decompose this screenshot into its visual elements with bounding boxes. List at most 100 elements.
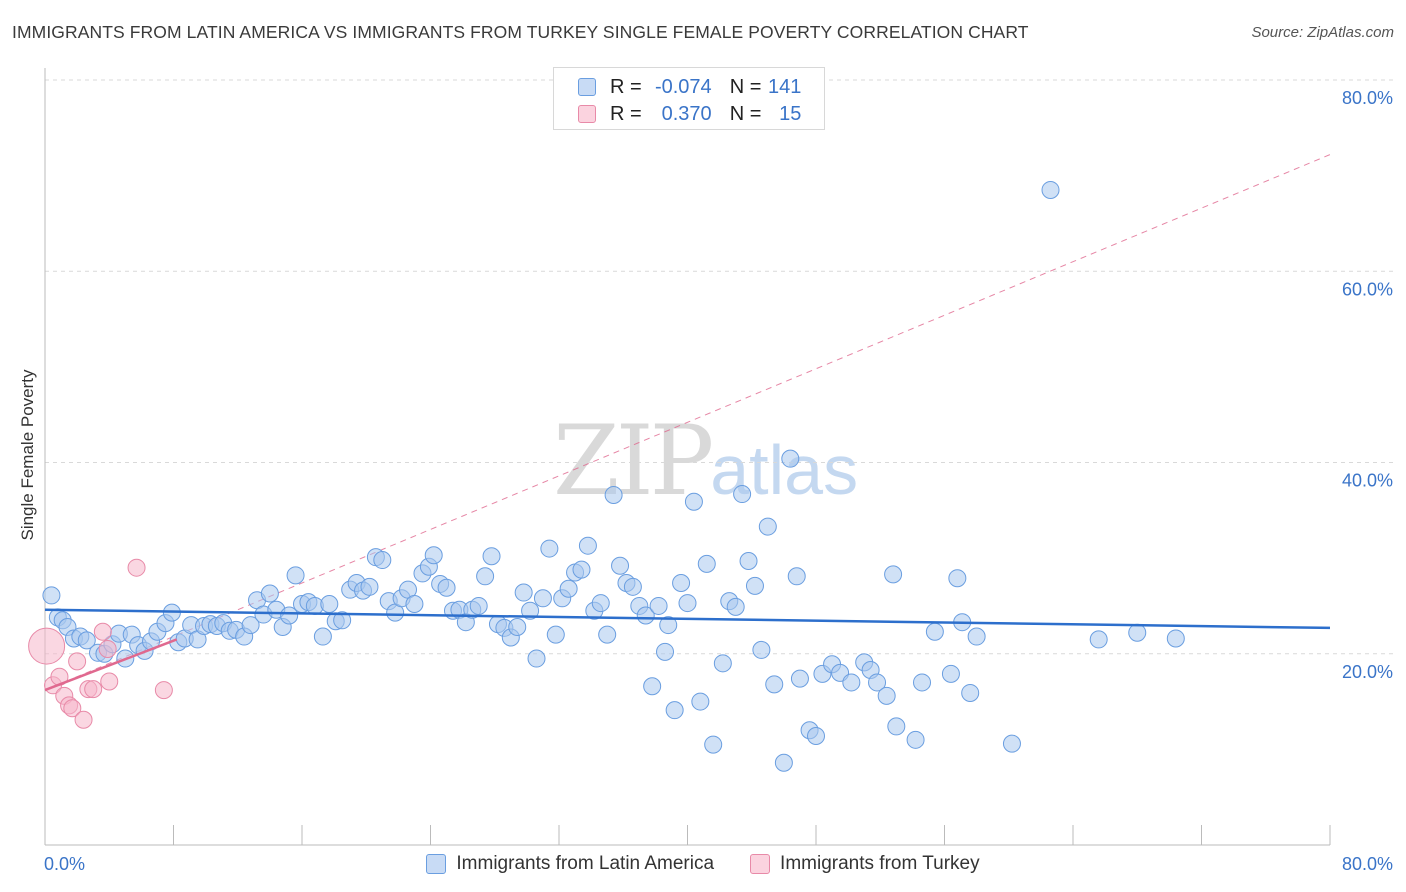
- data-point-latin-america: [42, 586, 61, 605]
- data-point-latin-america: [360, 577, 379, 596]
- data-point-latin-america: [437, 578, 456, 597]
- legend-label-latin-america: Immigrants from Latin America: [456, 853, 715, 874]
- data-point-latin-america: [774, 753, 793, 772]
- data-point-latin-america: [623, 577, 642, 596]
- legend-item-latin-america: Immigrants from Latin America: [426, 853, 714, 875]
- data-point-latin-america: [758, 517, 777, 536]
- data-point-latin-america: [941, 664, 960, 683]
- data-point-latin-america: [948, 569, 967, 588]
- data-point-latin-america: [1002, 734, 1021, 753]
- data-point-latin-america: [656, 642, 675, 661]
- data-point-latin-america: [611, 556, 630, 575]
- data-point-latin-america: [591, 594, 610, 613]
- data-point-latin-america: [672, 573, 691, 592]
- data-point-latin-america: [842, 673, 861, 692]
- data-point-latin-america: [424, 546, 443, 565]
- stats-row-turkey: R = 0.370 N = 15: [578, 101, 801, 127]
- legend-swatch-latin-america: [426, 854, 447, 874]
- data-point-turkey: [63, 699, 82, 718]
- r-label: R =: [610, 75, 642, 98]
- data-point-latin-america: [598, 625, 617, 644]
- data-point-latin-america: [665, 701, 684, 720]
- data-point-latin-america: [649, 596, 668, 615]
- data-point-latin-america: [241, 616, 260, 635]
- data-point-latin-america: [320, 595, 339, 614]
- data-point-latin-america: [476, 567, 495, 586]
- data-point-latin-america: [684, 492, 703, 511]
- data-point-latin-america: [559, 579, 578, 598]
- x-tick-label: 80.0%: [1342, 854, 1393, 874]
- data-point-turkey: [98, 639, 117, 658]
- data-point-latin-america: [726, 597, 745, 616]
- n-label: N =: [729, 75, 762, 98]
- data-point-latin-america: [887, 717, 906, 736]
- data-point-latin-america: [546, 625, 565, 644]
- data-point-turkey: [100, 672, 119, 691]
- data-point-latin-america: [790, 669, 809, 688]
- data-point-latin-america: [913, 673, 932, 692]
- data-point-turkey: [93, 622, 112, 641]
- data-point-turkey: [74, 710, 93, 729]
- data-point-latin-america: [697, 554, 716, 573]
- r-value: 0.370: [661, 102, 712, 125]
- legend-item-turkey: Immigrants from Turkey: [750, 853, 980, 875]
- y-tick-label: 20.0%: [1342, 662, 1393, 682]
- source-label: Source: ZipAtlas.com: [1251, 24, 1394, 41]
- r-value: -0.074: [654, 75, 712, 98]
- data-point-latin-america: [572, 560, 591, 579]
- data-point-latin-america: [521, 601, 540, 620]
- swatch-turkey: [578, 105, 596, 123]
- data-point-latin-america: [643, 677, 662, 696]
- data-point-turkey: [68, 652, 87, 671]
- n-value: 15: [779, 102, 802, 125]
- data-point-latin-america: [533, 589, 552, 608]
- n-label: N =: [729, 102, 762, 125]
- data-point-latin-america: [636, 606, 655, 625]
- legend-swatch-turkey: [750, 854, 771, 874]
- data-point-latin-america: [739, 551, 758, 570]
- n-value: 141: [768, 75, 802, 98]
- data-point-latin-america: [280, 606, 299, 625]
- data-point-latin-america: [482, 547, 501, 566]
- stats-row-latin-america: R = -0.074 N = 141: [578, 74, 801, 100]
- data-point-latin-america: [884, 565, 903, 584]
- data-point-latin-america: [868, 673, 887, 692]
- data-point-latin-america: [713, 654, 732, 673]
- data-point-latin-america: [925, 622, 944, 641]
- data-point-latin-america: [1041, 180, 1060, 199]
- data-point-turkey: [154, 681, 173, 700]
- data-point-latin-america: [1089, 630, 1108, 649]
- data-point-latin-america: [704, 735, 723, 754]
- data-point-latin-america: [405, 595, 424, 614]
- y-tick-label: 60.0%: [1342, 279, 1393, 299]
- data-point-latin-america: [604, 486, 623, 505]
- r-label: R =: [610, 102, 642, 125]
- stats-legend: R = -0.074 N = 141 R = 0.370 N = 15: [553, 67, 825, 130]
- data-point-latin-america: [906, 730, 925, 749]
- data-point-latin-america: [781, 449, 800, 468]
- data-point-latin-america: [578, 536, 597, 555]
- legend-label-turkey: Immigrants from Turkey: [780, 853, 980, 874]
- data-point-latin-america: [1166, 629, 1185, 648]
- x-tick-label: 0.0%: [44, 854, 85, 874]
- data-point-latin-america: [313, 627, 332, 646]
- data-point-latin-america: [961, 683, 980, 702]
- data-point-turkey: [28, 627, 66, 665]
- chart-title: IMMIGRANTS FROM LATIN AMERICA VS IMMIGRA…: [12, 22, 1029, 42]
- data-point-latin-america: [286, 566, 305, 585]
- data-point-latin-america: [807, 726, 825, 745]
- y-tick-label: 80.0%: [1342, 88, 1393, 108]
- data-point-latin-america: [733, 485, 752, 504]
- data-point-latin-america: [967, 627, 986, 646]
- swatch-latin-america: [578, 78, 596, 96]
- data-point-turkey: [127, 558, 146, 577]
- data-point-latin-america: [527, 649, 546, 668]
- data-point-latin-america: [765, 675, 784, 694]
- data-point-latin-america: [752, 640, 771, 659]
- data-point-latin-america: [373, 551, 392, 570]
- trendline-latin-america: [44, 608, 1331, 630]
- series-legend: Immigrants from Latin America Immigrants…: [0, 850, 1406, 878]
- data-point-latin-america: [691, 692, 710, 711]
- data-point-latin-america: [514, 583, 533, 602]
